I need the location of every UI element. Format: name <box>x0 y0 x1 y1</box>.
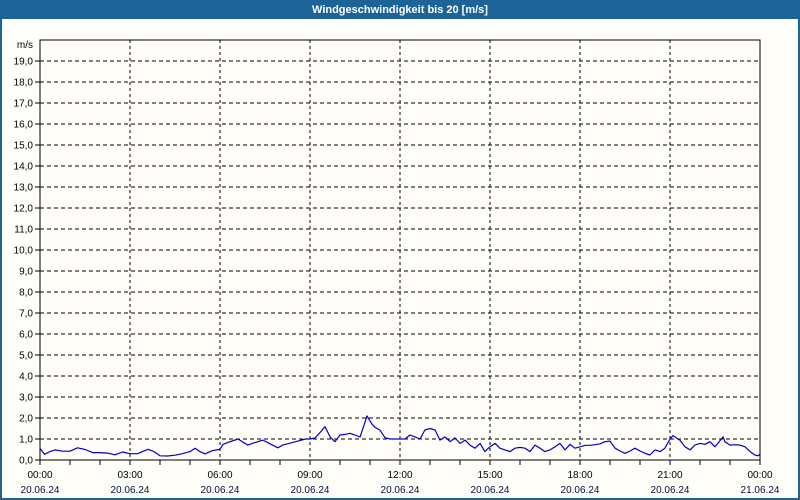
chart-title: Windgeschwindigkeit bis 20 [m/s] <box>312 3 488 16</box>
chart-background <box>2 19 798 498</box>
chart-title-bar: Windgeschwindigkeit bis 20 [m/s] <box>0 0 800 19</box>
